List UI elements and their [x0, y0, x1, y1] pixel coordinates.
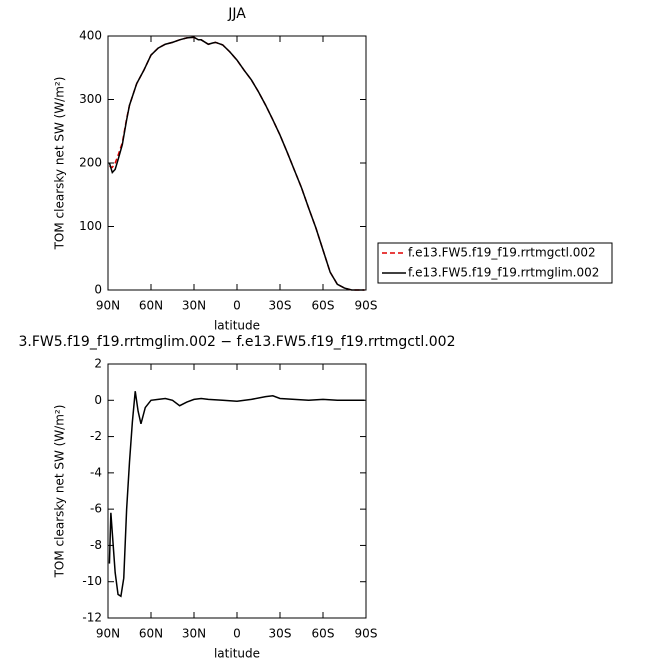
x-tick-label: 90S: [355, 627, 378, 641]
legend-box: [377, 242, 613, 284]
x-tick-label: 0: [233, 627, 241, 641]
y-tick-label: 100: [79, 219, 102, 233]
y-tick-label: -4: [90, 465, 102, 479]
y-tick-label: -8: [90, 538, 102, 552]
data-line: [108, 36, 365, 291]
data-line: [108, 391, 365, 598]
y-axis-label: TOM clearsky net SW (W/m²): [53, 405, 67, 579]
y-tick-label: -6: [90, 502, 102, 516]
x-tick-label: 60N: [139, 299, 163, 313]
y-tick-label: 2: [94, 357, 102, 371]
y-tick-label: 200: [79, 156, 102, 170]
x-axis-label: latitude: [214, 647, 260, 661]
chart-title: 3.FW5.f19_f19.rrtmglim.002 − f.e13.FW5.f…: [18, 334, 455, 350]
x-tick-label: 30S: [269, 299, 292, 313]
x-tick-label: 30S: [269, 627, 292, 641]
x-tick-label: 60S: [312, 627, 335, 641]
plot-frame: [107, 363, 367, 619]
y-axis-label: TOM clearsky net SW (W/m²): [53, 77, 67, 251]
x-axis-label: latitude: [214, 319, 260, 333]
x-tick-label: 60S: [312, 299, 335, 313]
legend-label: f.e13.FW5.f19_f19.rrtmglim.002: [408, 266, 599, 280]
data-line: [109, 36, 365, 291]
plot-frame: [107, 35, 367, 291]
y-tick-label: 400: [79, 29, 102, 43]
x-tick-label: 90N: [96, 627, 120, 641]
legend-label: f.e13.FW5.f19_f19.rrtmgctl.002: [408, 246, 596, 260]
x-tick-label: 30N: [182, 299, 206, 313]
y-tick-label: 0: [94, 393, 102, 407]
x-tick-label: 90N: [96, 299, 120, 313]
y-tick-label: -12: [82, 611, 102, 625]
x-tick-label: 0: [233, 299, 241, 313]
x-tick-label: 60N: [139, 627, 163, 641]
y-tick-label: 0: [94, 283, 102, 297]
x-tick-label: 30N: [182, 627, 206, 641]
x-tick-label: 90S: [355, 299, 378, 313]
y-tick-label: -2: [90, 429, 102, 443]
y-tick-label: -10: [82, 574, 102, 588]
y-tick-label: 300: [79, 92, 102, 106]
chart-title: JJA: [227, 6, 246, 22]
